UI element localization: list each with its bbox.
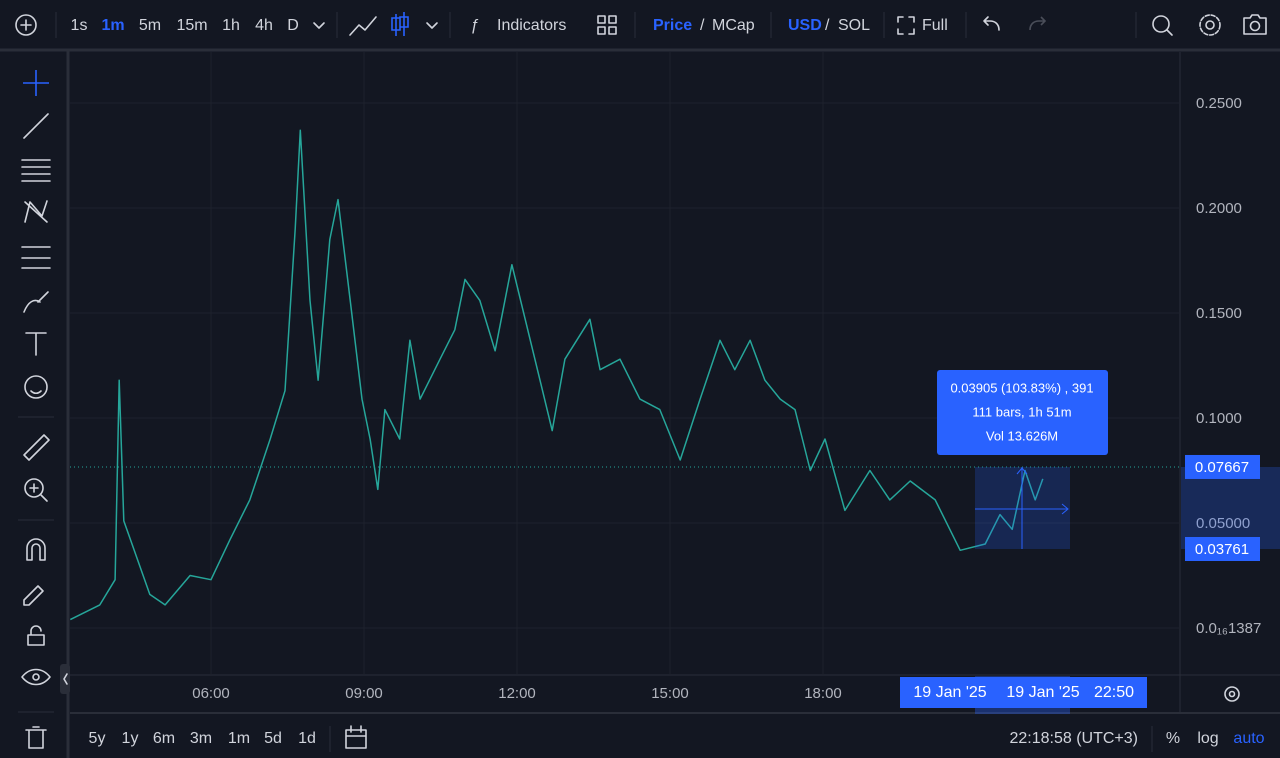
fib-tool[interactable] [21, 159, 51, 182]
axis-settings[interactable] [1224, 686, 1240, 702]
pattern-tool[interactable] [24, 200, 48, 223]
alert-icon-handle [1166, 29, 1173, 36]
add-symbol-icon[interactable] [15, 14, 37, 36]
brush-tool[interactable] [23, 291, 49, 313]
toggle-separator: / [825, 17, 830, 34]
line-chart-icon[interactable] [349, 16, 377, 36]
price-label: 0.07667 [1195, 459, 1249, 476]
top-toolbar: 1s 1m 5m 15m 1h 4h D ƒ Indicators Price … [15, 12, 1267, 38]
sol-toggle[interactable]: SOL [838, 17, 870, 34]
screenshot-icon[interactable] [1243, 14, 1267, 35]
x-tick-label: 15:00 [651, 685, 689, 702]
undo-icon[interactable] [983, 16, 1000, 31]
price-line [69, 129, 1044, 621]
x-tick-label: 06:00 [192, 685, 230, 702]
log-toggle[interactable]: log [1197, 730, 1218, 747]
range-button[interactable]: 1d [298, 730, 316, 747]
mcap-toggle[interactable]: MCap [712, 17, 755, 34]
footer-toolbar: 5y 1y 6m 3m 1m 5d 1d 22:18:58 (UTC+3) % … [89, 725, 1265, 752]
time-label-box [900, 677, 1147, 708]
y-tick-label: 0.2500 [1196, 95, 1242, 112]
text-tool[interactable] [25, 332, 47, 356]
chart-plot: 0.0₁₆1387 0.05000 0.1000 0.1500 0.2000 0.2500… [69, 52, 1280, 714]
interval-button[interactable]: 1m [101, 17, 124, 34]
interval-button[interactable]: 5m [139, 17, 161, 34]
visibility-tool[interactable] [21, 668, 51, 686]
range-button[interactable]: 1y [122, 730, 139, 747]
magnet-tool[interactable] [26, 538, 46, 561]
candles-icon[interactable] [391, 12, 409, 36]
time-label: 22:50 [1094, 684, 1134, 701]
trend-line-tool[interactable] [23, 113, 49, 139]
price-label-box [1185, 454, 1260, 479]
x-tick-label: 18:00 [804, 685, 842, 702]
alert-icon[interactable] [1152, 15, 1170, 33]
lock-tool[interactable] [27, 625, 45, 646]
lock-drawing-tool[interactable] [23, 585, 44, 606]
y-tick-label: 0.1000 [1196, 410, 1242, 427]
price-toggle[interactable]: Price [653, 17, 692, 34]
percent-toggle[interactable]: % [1166, 730, 1180, 747]
clock: 22:18:58 (UTC+3) [1009, 730, 1138, 747]
measure-bars: 111 bars, 1h 51m [972, 404, 1071, 419]
price-range-highlight [1181, 466, 1280, 549]
x-tick-label: 12:00 [498, 685, 536, 702]
usd-toggle[interactable]: USD [788, 17, 822, 34]
goto-date-icon[interactable] [345, 725, 367, 749]
collapse-sidebar[interactable] [60, 664, 70, 694]
redo-icon[interactable] [1029, 16, 1047, 31]
add-symbol-plus [20, 19, 32, 31]
chart-type-dropdown[interactable] [426, 22, 438, 29]
range-button[interactable]: 3m [190, 730, 212, 747]
y-tick-label: 0.0₁₆1387 [1196, 620, 1261, 637]
emoji-tool[interactable] [24, 375, 48, 399]
price-label: 0.03761 [1195, 541, 1249, 558]
range-button[interactable]: 6m [153, 730, 175, 747]
range-button[interactable]: 5d [264, 730, 282, 747]
interval-button[interactable]: 4h [255, 17, 273, 34]
settings-icon-gear [1199, 14, 1221, 36]
interval-button[interactable]: 1h [222, 17, 240, 34]
collapse-arrow [63, 673, 68, 685]
indicators-button[interactable]: Indicators [497, 17, 566, 34]
delete-tool[interactable] [25, 726, 47, 749]
measure-summary: 0.03905 (103.83%) , 391 [950, 380, 1093, 395]
measure-volume: Vol 13.626M [986, 428, 1058, 443]
y-tick-label: 0.05000 [1196, 515, 1250, 532]
price-label-box [1185, 536, 1260, 561]
screenshot-lens [1249, 20, 1261, 32]
zoom-tool-plus [29, 483, 48, 502]
layouts-icon[interactable] [597, 15, 617, 35]
toggle-separator: / [700, 17, 705, 34]
fullscreen-icon[interactable] [897, 16, 915, 35]
interval-button[interactable]: 1s [71, 17, 88, 34]
interval-dropdown[interactable] [313, 22, 325, 29]
range-button[interactable]: 1m [228, 730, 250, 747]
range-button[interactable]: 5y [89, 730, 106, 747]
time-label: 19 Jan '25 [913, 684, 986, 701]
interval-button[interactable]: 15m [176, 17, 207, 34]
settings-icon[interactable] [1205, 20, 1215, 30]
emoji-smile [30, 390, 42, 395]
crosshair-tool[interactable] [23, 70, 49, 96]
x-tick-label: 09:00 [345, 685, 383, 702]
auto-toggle[interactable]: auto [1233, 730, 1264, 747]
fx-icon[interactable]: ƒ [470, 17, 479, 34]
time-label: 19 Jan '25 [1006, 684, 1079, 701]
fullscreen-button[interactable]: Full [922, 17, 948, 34]
y-tick-label: 0.2000 [1196, 200, 1242, 217]
visibility-pupil [32, 673, 40, 681]
zoom-tool[interactable] [24, 478, 44, 498]
y-tick-label: 0.1500 [1196, 305, 1242, 322]
ruler-tool[interactable] [23, 434, 50, 461]
interval-button[interactable]: D [287, 17, 299, 34]
axis-settings-center [1228, 690, 1236, 698]
measure-tooltip [937, 370, 1108, 455]
drawing-toolbar [18, 70, 70, 749]
projection-tool[interactable] [21, 246, 51, 269]
measure-arrow [1016, 467, 1069, 515]
